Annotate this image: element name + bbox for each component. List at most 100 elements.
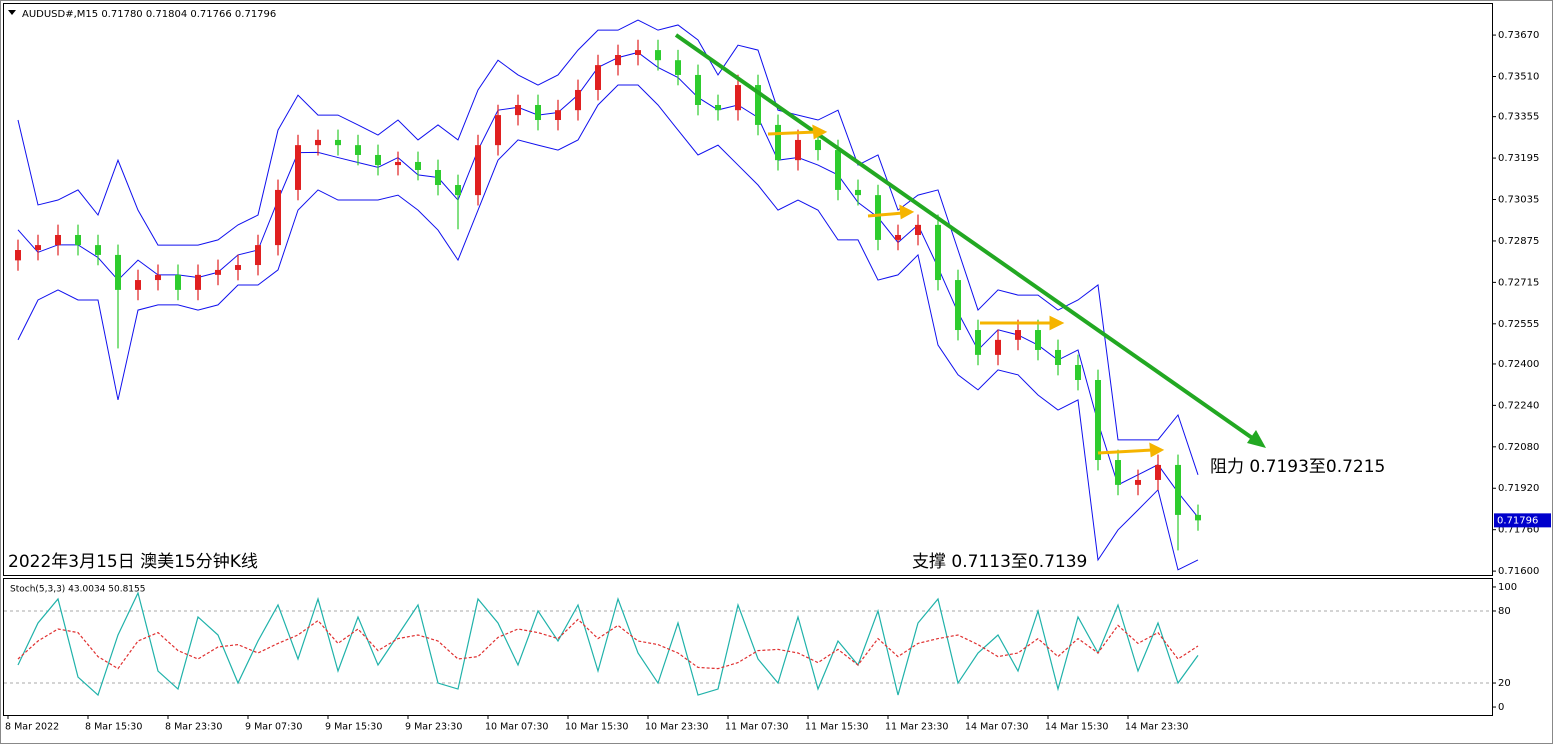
arrowhead	[1149, 442, 1165, 458]
x-tick-label: 14 Mar 23:30	[1125, 722, 1188, 733]
y-tick-label: 0.72240	[1498, 400, 1539, 411]
candle-body	[15, 250, 21, 261]
candle-body	[595, 65, 601, 90]
chart-title: AUDUSD#,M15 0.71780 0.71804 0.71766 0.71…	[22, 9, 276, 20]
candle-body	[435, 169, 441, 186]
candle-body	[75, 234, 81, 246]
x-tick-label: 8 Mar 23:30	[165, 722, 222, 733]
candle-body	[975, 330, 981, 355]
bollinger-middle	[17, 51, 1199, 518]
y-tick-label: 0.73035	[1498, 195, 1539, 206]
y-tick-label: 0.72400	[1498, 359, 1539, 370]
candle-body	[895, 234, 901, 240]
y-tick-label: 0.73195	[1498, 153, 1539, 164]
candle-body	[175, 274, 181, 290]
x-tick-label: 11 Mar 15:30	[805, 722, 868, 733]
y-tick-label: 0.72555	[1498, 319, 1539, 330]
candle-body	[575, 89, 581, 111]
candle-body	[555, 110, 561, 121]
candle-body	[655, 50, 661, 61]
candle-body	[1115, 460, 1121, 485]
last-price-tag	[1494, 513, 1551, 528]
candle-body	[635, 50, 641, 56]
arrow	[767, 130, 817, 136]
candle-body	[35, 245, 41, 251]
candle-body	[875, 195, 881, 240]
y-tick-label: 0.71600	[1498, 566, 1539, 577]
orange-arrows	[767, 124, 1165, 458]
trend-arrowhead	[1247, 430, 1266, 448]
x-tick-label: 14 Mar 15:30	[1045, 722, 1108, 733]
candle-body	[375, 154, 381, 166]
candle-body	[295, 145, 301, 190]
candle-body	[1175, 464, 1181, 515]
candle-body	[935, 224, 941, 281]
arrowhead	[812, 124, 828, 140]
y-tick-label: 0	[1498, 702, 1504, 713]
candle-body	[835, 150, 841, 190]
candle-body	[955, 280, 961, 331]
arrow	[1097, 448, 1154, 455]
trend-line	[674, 33, 1260, 444]
last-price-label: 0.71796	[1497, 515, 1538, 526]
candle-body	[675, 60, 681, 75]
candle-body	[495, 115, 501, 146]
x-tick-label: 8 Mar 15:30	[85, 722, 142, 733]
y-tick-label: 80	[1498, 606, 1511, 617]
candle-body	[135, 280, 141, 290]
stoch-pane	[3, 578, 1493, 716]
candle-body	[515, 104, 521, 116]
x-tick-label: 9 Mar 15:30	[325, 722, 382, 733]
arrowhead	[899, 204, 915, 220]
x-tick-label: 9 Mar 07:30	[245, 722, 302, 733]
candle-body	[1075, 364, 1081, 381]
annotation: 2022年3月15日 澳美15分钟K线	[8, 552, 258, 572]
candle-body	[1095, 380, 1101, 461]
candle-body	[275, 189, 281, 246]
candle-body	[195, 274, 201, 290]
candle-body	[735, 85, 741, 111]
candle-body	[255, 245, 261, 266]
x-tick-label: 14 Mar 07:30	[965, 722, 1028, 733]
y-tick-label: 100	[1498, 582, 1517, 593]
candle-body	[995, 339, 1001, 355]
y-tick-label: 0.71920	[1498, 483, 1539, 494]
candle-body	[815, 139, 821, 151]
candle-body	[715, 104, 721, 111]
stoch-line	[17, 618, 1199, 670]
candle-body	[855, 189, 861, 196]
x-tick-label: 11 Mar 07:30	[725, 722, 788, 733]
candle-body	[95, 245, 101, 255]
arrowhead	[1049, 315, 1065, 331]
y-tick-label: 0.73355	[1498, 112, 1539, 123]
x-tick-label: 9 Mar 23:30	[405, 722, 462, 733]
candle-body	[155, 274, 161, 281]
y-tick-label: 0.73670	[1498, 30, 1539, 41]
y-tick-label: 0.72875	[1498, 236, 1539, 247]
x-tick-label: 10 Mar 23:30	[645, 722, 708, 733]
candle-body	[335, 139, 341, 146]
candle-body	[915, 224, 921, 235]
candle-body	[535, 104, 541, 121]
candle-body	[1035, 330, 1041, 350]
candle-body	[775, 124, 781, 161]
candle-body	[615, 55, 621, 66]
candle-body	[1135, 479, 1141, 485]
x-tick-label: 11 Mar 23:30	[885, 722, 948, 733]
menu-triangle[interactable]	[8, 10, 16, 15]
candle-body	[315, 139, 321, 146]
stoch-title: Stoch(5,3,3) 43.0034 50.8155	[10, 585, 145, 595]
candle-body	[1055, 349, 1061, 365]
candle-body	[415, 161, 421, 170]
x-tick-label: 10 Mar 15:30	[565, 722, 628, 733]
y-tick-label: 20	[1498, 678, 1511, 689]
candle-body	[795, 139, 801, 161]
y-tick-label: 0.71760	[1498, 525, 1539, 536]
candle-body	[115, 254, 121, 290]
y-tick-label: 0.72715	[1498, 277, 1539, 288]
candle-body	[55, 234, 61, 246]
y-tick-label: 0.72080	[1498, 442, 1539, 453]
y-tick-label: 0.73510	[1498, 72, 1539, 83]
candle-body	[755, 85, 761, 125]
